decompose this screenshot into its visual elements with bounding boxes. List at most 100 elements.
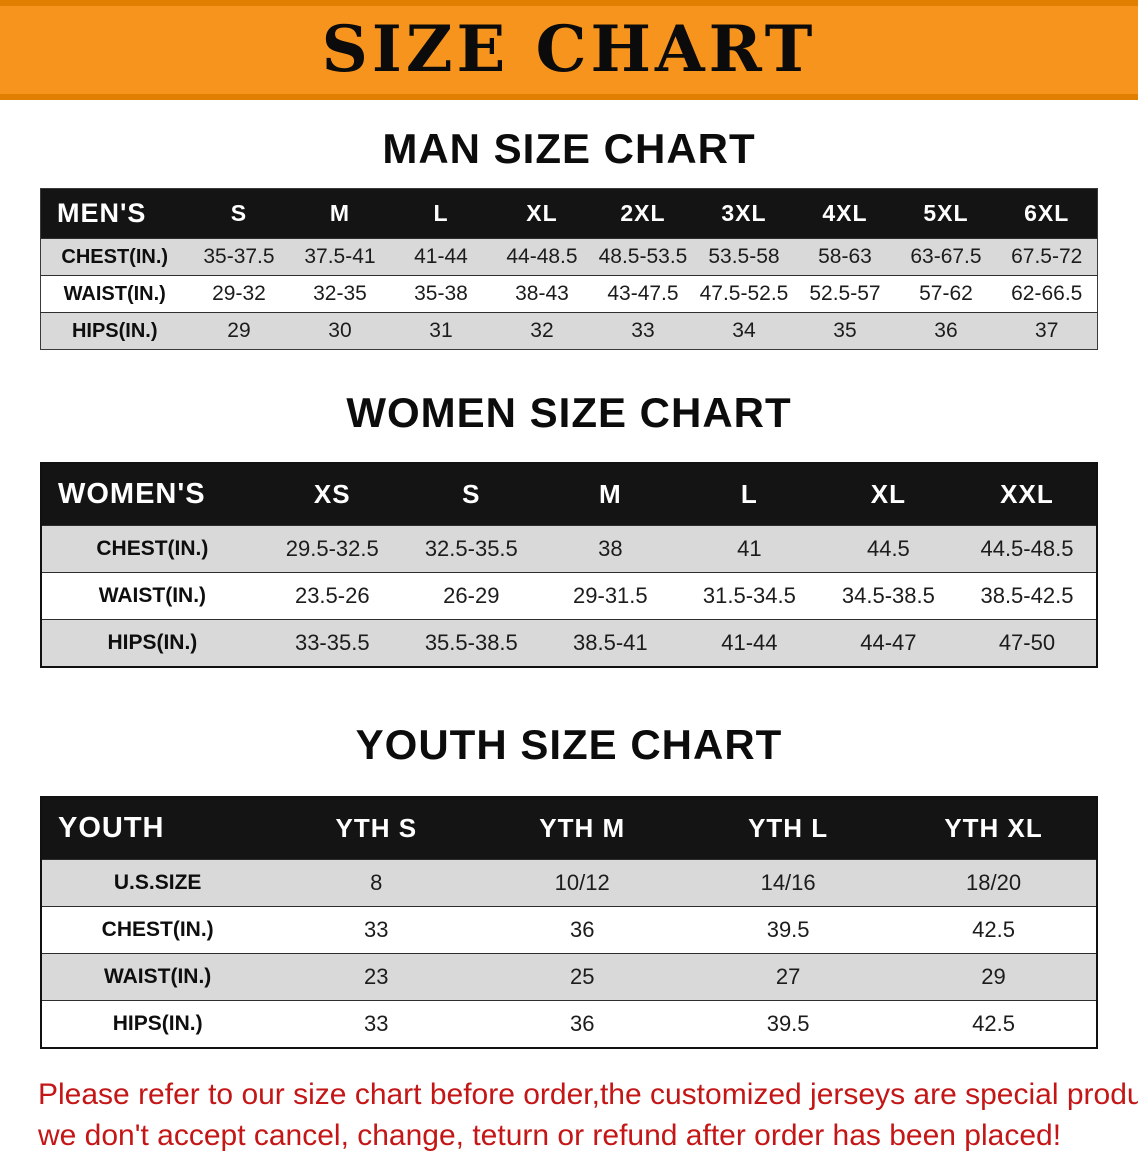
table-cell: 44-47 — [818, 619, 958, 667]
row-label: WAIST(IN.) — [41, 953, 274, 1001]
table-row: HIPS(IN.) 33-35.5 35.5-38.5 38.5-41 41-44 44-… — [41, 619, 1097, 667]
table-cell: 37.5-41 — [289, 238, 391, 276]
table-row: HIPS(IN.) 29 30 31 32 33 34 35 36 37 — [40, 312, 1098, 350]
table-cell: 44.5 — [818, 525, 958, 573]
table-row: CHEST(IN.) 29.5-32.5 32.5-35.5 38 41 44.5 44.5… — [41, 525, 1097, 573]
table-cell: 31.5-34.5 — [679, 572, 819, 620]
column-header: 4XL — [794, 188, 896, 239]
table-cell: 29 — [891, 953, 1097, 1001]
table-cell: 26-29 — [401, 572, 541, 620]
banner: SIZE CHART — [0, 0, 1138, 100]
row-label: CHEST(IN.) — [41, 525, 263, 573]
table-cell: 38 — [540, 525, 680, 573]
table-cell: 35.5-38.5 — [401, 619, 541, 667]
table-header-row: MEN'S S M L XL 2XL 3XL 4XL 5XL 6XL — [40, 188, 1098, 239]
table-row: WAIST(IN.) 23.5-26 26-29 29-31.5 31.5-34.5 34… — [41, 572, 1097, 620]
notice-line-2: we don't accept cancel, change, teturn o… — [38, 1118, 1062, 1152]
table-cell: 33 — [592, 312, 694, 350]
table-cell: 67.5-72 — [996, 238, 1098, 276]
row-label: HIPS(IN.) — [41, 619, 263, 667]
column-header: YTH L — [685, 797, 892, 860]
column-header: XL — [491, 188, 593, 239]
table-cell: 38-43 — [491, 275, 593, 313]
table-cell: 35-37.5 — [188, 238, 290, 276]
column-header: XL — [818, 463, 958, 526]
table-cell: 44-48.5 — [491, 238, 593, 276]
column-header: 3XL — [693, 188, 795, 239]
table-cell: 38.5-41 — [540, 619, 680, 667]
table-cell: 33 — [273, 1000, 480, 1048]
column-header: XXL — [957, 463, 1097, 526]
table-cell: 25 — [479, 953, 686, 1001]
table-row: WAIST(IN.) 23 25 27 29 — [41, 953, 1097, 1001]
section-men: MAN SIZE CHART MEN'S S M L XL 2XL 3XL 4XL 5XL 6XL… — [0, 128, 1138, 350]
table-cell: 14/16 — [685, 859, 892, 907]
table-cell: 36 — [479, 1000, 686, 1048]
column-header: 6XL — [996, 188, 1098, 239]
table-header-row: WOMEN'S XS S M L XL XXL — [41, 463, 1097, 526]
table-cell: 58-63 — [794, 238, 896, 276]
column-header: M — [540, 463, 680, 526]
table-cell: 32 — [491, 312, 593, 350]
table-cell: 36 — [479, 906, 686, 954]
table-cell: 29-32 — [188, 275, 290, 313]
row-label: CHEST(IN.) — [40, 238, 189, 276]
table-row: CHEST(IN.) 33 36 39.5 42.5 — [41, 906, 1097, 954]
table-cell: 62-66.5 — [996, 275, 1098, 313]
table-cell: 35 — [794, 312, 896, 350]
column-header: M — [289, 188, 391, 239]
column-header: L — [679, 463, 819, 526]
column-header: YTH XL — [891, 797, 1097, 860]
youth-section-heading: YOUTH SIZE CHART — [355, 721, 783, 768]
table-cell: 53.5-58 — [693, 238, 795, 276]
men-section-heading: MAN SIZE CHART — [382, 125, 756, 172]
page-title: SIZE CHART — [321, 12, 817, 87]
youth-size-table: YOUTH YTH S YTH M YTH L YTH XL U.S.SIZE 8 10/12… — [40, 796, 1098, 1049]
table-cell: 39.5 — [685, 1000, 892, 1048]
row-label: HIPS(IN.) — [40, 312, 189, 350]
table-cell: 33-35.5 — [262, 619, 402, 667]
women-section-heading: WOMEN SIZE CHART — [346, 389, 792, 436]
table-cell: 41 — [679, 525, 819, 573]
table-cell: 34 — [693, 312, 795, 350]
row-label: CHEST(IN.) — [41, 906, 274, 954]
table-cell: 52.5-57 — [794, 275, 896, 313]
table-header-row: YOUTH YTH S YTH M YTH L YTH XL — [41, 797, 1097, 860]
column-header: L — [390, 188, 492, 239]
table-cell: 43-47.5 — [592, 275, 694, 313]
table-cell: 39.5 — [685, 906, 892, 954]
table-cell: 35-38 — [390, 275, 492, 313]
section-youth: YOUTH SIZE CHART YOUTH YTH S YTH M YTH L YTH… — [0, 724, 1138, 1049]
table-cell: 27 — [685, 953, 892, 1001]
men-size-table: MEN'S S M L XL 2XL 3XL 4XL 5XL 6XL CHEST(IN.) 35-37… — [40, 188, 1098, 350]
table-row: WAIST(IN.) 29-32 32-35 35-38 38-43 43-47.5 47.… — [40, 275, 1098, 313]
section-women: WOMEN SIZE CHART WOMEN'S XS S M L XL XXL CHEST(… — [0, 392, 1138, 668]
table-row: U.S.SIZE 8 10/12 14/16 18/20 — [41, 859, 1097, 907]
table-title-cell: MEN'S — [40, 188, 189, 239]
column-header: 5XL — [895, 188, 997, 239]
table-cell: 29-31.5 — [540, 572, 680, 620]
column-header: YTH S — [273, 797, 480, 860]
row-label: HIPS(IN.) — [41, 1000, 274, 1048]
column-header: YTH M — [479, 797, 686, 860]
table-cell: 32-35 — [289, 275, 391, 313]
column-header: S — [188, 188, 290, 239]
women-size-table: WOMEN'S XS S M L XL XXL CHEST(IN.) 29.5-32.5 32.5… — [40, 462, 1098, 668]
table-cell: 23.5-26 — [262, 572, 402, 620]
table-cell: 18/20 — [891, 859, 1097, 907]
table-cell: 36 — [895, 312, 997, 350]
table-cell: 8 — [273, 859, 480, 907]
table-row: CHEST(IN.) 35-37.5 37.5-41 41-44 44-48.5 48.5… — [40, 238, 1098, 276]
table-cell: 29 — [188, 312, 290, 350]
row-label: WAIST(IN.) — [41, 572, 263, 620]
table-cell: 57-62 — [895, 275, 997, 313]
table-cell: 29.5-32.5 — [262, 525, 402, 573]
column-header: 2XL — [592, 188, 694, 239]
table-cell: 23 — [273, 953, 480, 1001]
table-cell: 32.5-35.5 — [401, 525, 541, 573]
table-cell: 48.5-53.5 — [592, 238, 694, 276]
column-header: S — [401, 463, 541, 526]
notice-line-1: Please refer to our size chart before or… — [38, 1078, 1138, 1111]
table-cell: 42.5 — [891, 1000, 1097, 1048]
